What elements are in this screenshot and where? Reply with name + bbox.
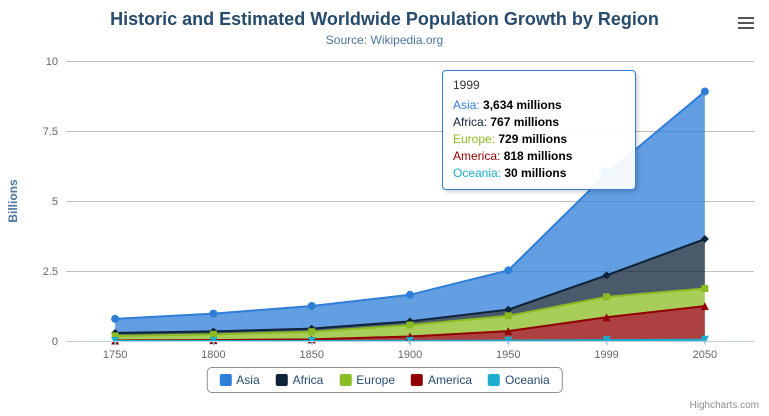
credits-link[interactable]: Highcharts.com	[689, 400, 759, 411]
chart-subtitle: Source: Wikipedia.org	[325, 33, 444, 47]
legend-label: America	[428, 373, 473, 387]
y-axis-label: 10	[46, 56, 58, 68]
marker-triangle-down-oceania[interactable]	[111, 336, 120, 345]
marker-square-europe[interactable]	[111, 332, 119, 340]
marker-triangle-down-oceania[interactable]	[602, 336, 611, 345]
y-axis-label: 7.5	[43, 126, 58, 138]
marker-triangle-down-oceania[interactable]	[406, 336, 414, 345]
x-axis-label: 1999	[594, 349, 618, 361]
area-africa[interactable]	[115, 239, 705, 336]
legend-item-africa[interactable]: Africa	[275, 373, 324, 387]
x-axis-label: 1900	[398, 349, 422, 361]
legend-label: Africa	[292, 373, 324, 387]
marker-diamond-africa[interactable]	[504, 305, 513, 314]
legend-swatch-america	[411, 374, 424, 386]
marker-circle-asia[interactable]	[307, 301, 316, 310]
marker-square-europe[interactable]	[308, 328, 316, 336]
hamburger-menu-icon	[735, 17, 757, 29]
marker-circle-asia[interactable]	[111, 314, 120, 323]
y-axis-label: 5	[52, 196, 58, 208]
x-axis-label: 1850	[299, 349, 323, 361]
marker-circle-asia[interactable]	[700, 87, 709, 96]
legend: Asia Africa Europe America Oceania	[206, 367, 563, 393]
marker-diamond-africa[interactable]	[602, 271, 611, 280]
marker-triangle-down-oceania[interactable]	[504, 336, 513, 345]
legend-item-america[interactable]: America	[411, 373, 472, 387]
marker-triangle-down-oceania[interactable]	[307, 336, 316, 345]
marker-circle-asia[interactable]	[209, 309, 218, 318]
export-menu-button[interactable]	[735, 15, 757, 31]
marker-triangle-down-oceania[interactable]	[700, 335, 709, 344]
marker-circle-asia[interactable]	[504, 266, 513, 275]
legend-item-asia[interactable]: Asia	[219, 373, 260, 387]
x-axis-label: 1950	[496, 349, 520, 361]
x-axis-label: 2050	[693, 349, 717, 361]
legend-label: Europe	[356, 373, 396, 387]
chart-title: Historic and Estimated Worldwide Populat…	[110, 9, 659, 29]
legend-swatch-europe	[339, 374, 352, 386]
x-axis-label: 1750	[103, 349, 127, 361]
legend-item-europe[interactable]: Europe	[339, 373, 395, 387]
marker-triangle-down-oceania[interactable]	[209, 336, 218, 345]
marker-square-europe[interactable]	[209, 330, 217, 338]
marker-square-europe[interactable]	[701, 285, 709, 292]
marker-square-europe[interactable]	[603, 293, 611, 301]
area-america[interactable]	[115, 306, 705, 341]
marker-triangle-america[interactable]	[504, 327, 513, 336]
marker-square-europe[interactable]	[504, 312, 512, 320]
y-axis-label: 2.5	[43, 266, 58, 278]
legend-label: Asia	[236, 373, 260, 387]
marker-triangle-america[interactable]	[700, 302, 709, 311]
y-axis-title: Billions	[6, 179, 20, 223]
hover-marker[interactable]	[601, 168, 613, 180]
legend-swatch-africa	[275, 374, 288, 386]
legend-label: Oceania	[505, 373, 550, 387]
y-axis-label: 0	[52, 336, 58, 348]
marker-diamond-africa[interactable]	[700, 235, 709, 244]
x-axis-label: 1800	[201, 349, 225, 361]
marker-square-europe[interactable]	[406, 321, 414, 329]
area-asia[interactable]	[115, 91, 705, 333]
legend-swatch-asia	[219, 374, 232, 386]
marker-triangle-america[interactable]	[602, 313, 611, 322]
legend-item-oceania[interactable]: Oceania	[488, 373, 550, 387]
marker-circle-asia[interactable]	[406, 290, 414, 299]
legend-swatch-oceania	[488, 374, 501, 386]
